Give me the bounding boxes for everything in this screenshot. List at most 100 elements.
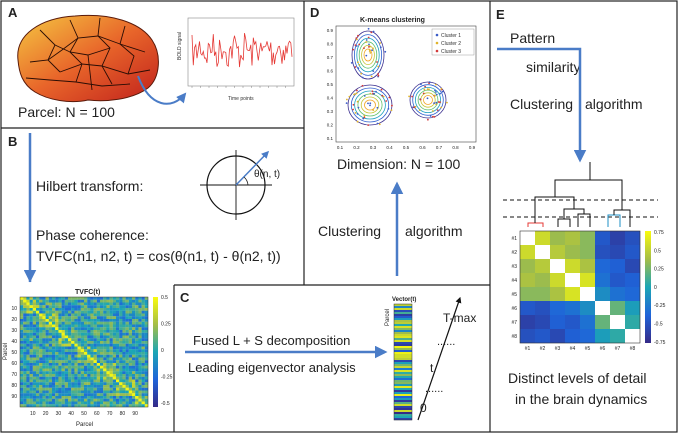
tvfc-cell	[144, 302, 149, 306]
tvfc-cell	[141, 324, 145, 328]
tvfc-cell	[106, 376, 110, 380]
tvfc-cell	[119, 365, 123, 369]
tvfc-cell	[96, 324, 101, 328]
tvfc-cell	[119, 382, 123, 386]
tvfc-cell	[64, 335, 69, 339]
clustering-label-d: Clustering	[318, 223, 381, 239]
dendrogram	[503, 162, 658, 227]
contour-line	[361, 45, 375, 66]
tvfc-cell	[90, 360, 94, 364]
tvfc-x-tick-label: 40	[68, 411, 74, 417]
tvfc-cell	[100, 316, 104, 320]
data-point	[371, 90, 374, 93]
tvfc-cell	[58, 363, 62, 366]
tvfc-cell	[29, 360, 33, 364]
vector-title: Vector(t)	[392, 297, 416, 303]
tvfc-cell	[36, 376, 40, 380]
tvfc-cell	[96, 360, 101, 364]
tvfc-cell	[109, 396, 113, 399]
tvfc-cell	[55, 376, 59, 380]
tvfc-cell	[42, 319, 46, 322]
tvfc-cell	[36, 335, 40, 339]
tvfc-cell	[80, 302, 85, 306]
algorithm-label-d: algorithm	[405, 223, 463, 239]
data-point	[439, 92, 441, 95]
tvfc-cell	[144, 299, 149, 303]
data-point	[365, 39, 368, 41]
tvfc-cell	[42, 396, 46, 399]
tvfc-cell	[93, 360, 97, 364]
tvfc-cell	[125, 363, 129, 366]
tvfc-cell	[84, 371, 88, 375]
tvfc-cell	[68, 324, 72, 328]
tvfc-cell	[68, 401, 72, 405]
tvfc-cell	[55, 390, 59, 394]
similarity-row-label: #3	[511, 264, 517, 270]
tvfc-cell	[128, 308, 133, 311]
tvfc-cell	[103, 302, 107, 306]
tvfc-cell	[20, 387, 24, 391]
tvfc-cell	[20, 343, 24, 347]
tvfc-cell	[119, 360, 123, 364]
tvfc-cell	[64, 365, 69, 369]
vector-element	[394, 370, 412, 373]
tvfc-cell	[68, 299, 72, 303]
tvfc-cell	[103, 338, 107, 342]
tvfc-cell	[55, 349, 59, 353]
tvfc-cell	[20, 404, 24, 408]
tvfc-cell	[58, 297, 62, 300]
tvfc-cell	[29, 396, 33, 399]
data-point	[368, 46, 370, 48]
tvfc-cell	[42, 324, 46, 328]
tvfc-cell	[84, 324, 88, 328]
tvfc-cell	[39, 360, 43, 364]
tvfc-formula: TVFC(n1, n2, t) = cos(θ(n1, t) - θ(n2, t…	[36, 248, 281, 264]
tvfc-cell	[64, 327, 69, 331]
tvfc-cell	[68, 396, 72, 399]
tvfc-cell	[106, 305, 110, 309]
tvfc-cell	[71, 313, 75, 317]
tvfc-cell	[122, 352, 126, 355]
tvfc-cell	[93, 385, 97, 388]
tvfc-cell	[135, 360, 139, 364]
tvfc-cell	[26, 357, 30, 361]
panel-b: B Hilbert transform: θ(n, t) Phase coher…	[3, 133, 281, 428]
data-point	[370, 31, 373, 34]
tvfc-cell	[119, 379, 123, 383]
tvfc-cell	[84, 346, 88, 350]
tvfc-cell	[100, 349, 104, 353]
tvfc-cell	[119, 299, 123, 303]
tvfc-cell	[36, 396, 40, 399]
tvfc-cell	[90, 398, 94, 402]
tvfc-cell	[52, 310, 56, 314]
tvfc-cell	[48, 346, 53, 350]
pattern-label: Pattern	[510, 30, 555, 46]
similarity-cell	[580, 315, 596, 330]
vector-element	[394, 334, 412, 337]
tvfc-cell	[45, 401, 49, 405]
tvfc-cell	[141, 343, 145, 347]
tvfc-cell	[77, 341, 81, 344]
tvfc-cell	[122, 302, 126, 306]
tvfc-cell	[96, 363, 101, 366]
tvfc-cell	[135, 354, 139, 358]
tvfc-cell	[132, 321, 136, 325]
tvfc-cell	[132, 374, 136, 377]
tvfc-cell	[61, 354, 65, 358]
tvfc-cell	[138, 338, 142, 342]
tvfc-cell	[135, 299, 139, 303]
tvfc-cell	[23, 324, 27, 328]
vector-element	[394, 402, 412, 405]
tvfc-cell	[122, 330, 126, 333]
tvfc-cell	[20, 324, 24, 328]
tvfc-cell	[125, 338, 129, 342]
tvfc-cell	[116, 371, 120, 375]
tvfc-cell	[74, 368, 78, 372]
tvfc-cell	[48, 321, 53, 325]
data-point	[377, 73, 379, 75]
similarity-cell	[550, 287, 566, 302]
tvfc-cell	[36, 398, 40, 402]
tvfc-cell	[103, 385, 107, 388]
tvfc-cell	[42, 310, 46, 314]
tvfc-cell	[122, 321, 126, 325]
